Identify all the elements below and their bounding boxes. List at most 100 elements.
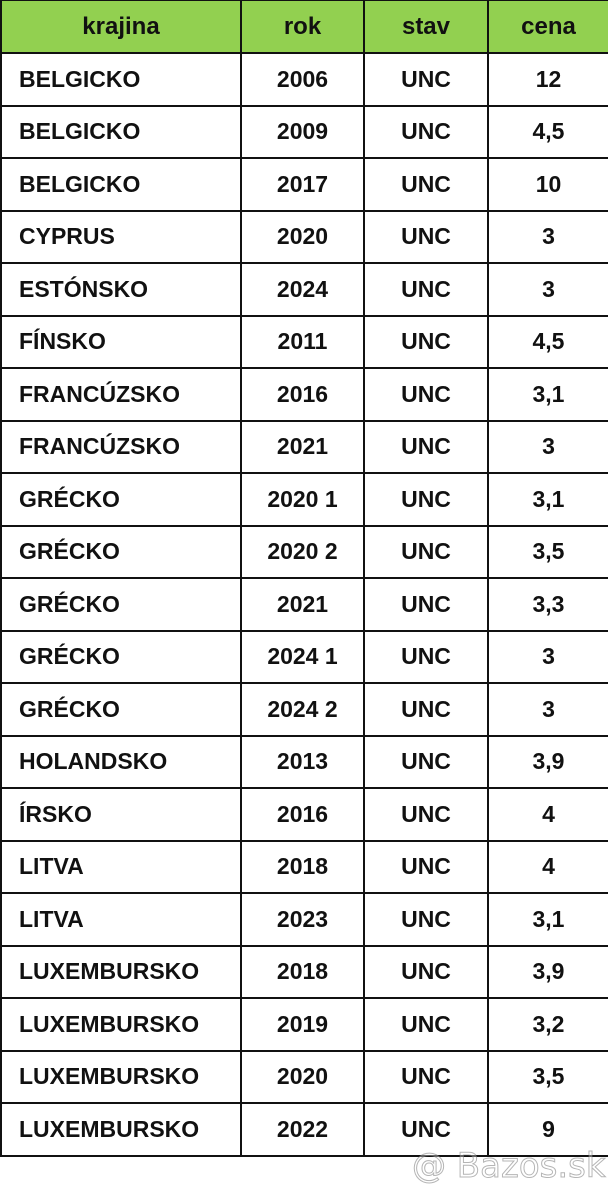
cell-rok: 2006 — [240, 52, 365, 107]
cell-cena: 10 — [487, 157, 608, 212]
cell-krajina: BELGICKO — [0, 104, 242, 159]
cell-stav: UNC — [363, 262, 489, 317]
cell-cena: 4,5 — [487, 314, 608, 369]
cell-krajina: LUXEMBURSKO — [0, 1049, 242, 1104]
table-row: ÍRSKO 2016 UNC 4 — [0, 787, 608, 842]
table-row: LITVA 2023 UNC 3,1 — [0, 892, 608, 947]
cell-krajina: FRANCÚZSKO — [0, 367, 242, 422]
cell-cena: 3,9 — [487, 944, 608, 999]
cell-cena: 3,2 — [487, 997, 608, 1052]
cell-stav: UNC — [363, 314, 489, 369]
cell-cena: 3,9 — [487, 734, 608, 789]
cell-rok: 2024 2 — [240, 682, 365, 737]
cell-cena: 3 — [487, 629, 608, 684]
cell-rok: 2009 — [240, 104, 365, 159]
cell-cena: 3,5 — [487, 1049, 608, 1104]
cell-rok: 2019 — [240, 997, 365, 1052]
cell-cena: 3,3 — [487, 577, 608, 632]
header-cena: cena — [487, 0, 608, 54]
table-row: CYPRUS 2020 UNC 3 — [0, 209, 608, 264]
cell-cena: 3,1 — [487, 892, 608, 947]
table-row: BELGICKO 2017 UNC 10 — [0, 157, 608, 212]
table-row: GRÉCKO 2024 1 UNC 3 — [0, 629, 608, 684]
table-row: BELGICKO 2006 UNC 12 — [0, 52, 608, 107]
cell-cena: 12 — [487, 52, 608, 107]
cell-krajina: ESTÓNSKO — [0, 262, 242, 317]
cell-krajina: CYPRUS — [0, 209, 242, 264]
cell-krajina: FRANCÚZSKO — [0, 419, 242, 474]
header-rok: rok — [240, 0, 365, 54]
cell-krajina: BELGICKO — [0, 52, 242, 107]
cell-krajina: LUXEMBURSKO — [0, 997, 242, 1052]
cell-krajina: LITVA — [0, 892, 242, 947]
cell-rok: 2016 — [240, 787, 365, 842]
cell-stav: UNC — [363, 209, 489, 264]
cell-stav: UNC — [363, 944, 489, 999]
cell-stav: UNC — [363, 524, 489, 579]
cell-rok: 2016 — [240, 367, 365, 422]
cell-cena: 3 — [487, 262, 608, 317]
cell-stav: UNC — [363, 472, 489, 527]
cell-rok: 2020 2 — [240, 524, 365, 579]
cell-cena: 3,5 — [487, 524, 608, 579]
cell-stav: UNC — [363, 629, 489, 684]
cell-krajina: LUXEMBURSKO — [0, 1102, 242, 1157]
cell-stav: UNC — [363, 104, 489, 159]
cell-rok: 2017 — [240, 157, 365, 212]
cell-cena: 4,5 — [487, 104, 608, 159]
cell-stav: UNC — [363, 419, 489, 474]
table-row: GRÉCKO 2021 UNC 3,3 — [0, 577, 608, 632]
cell-stav: UNC — [363, 787, 489, 842]
cell-krajina: BELGICKO — [0, 157, 242, 212]
cell-rok: 2011 — [240, 314, 365, 369]
table-row: GRÉCKO 2020 2 UNC 3,5 — [0, 524, 608, 579]
header-row: krajina rok stav cena — [0, 0, 608, 54]
cell-stav: UNC — [363, 997, 489, 1052]
cell-rok: 2024 — [240, 262, 365, 317]
cell-krajina: GRÉCKO — [0, 524, 242, 579]
cell-stav: UNC — [363, 52, 489, 107]
table-row: LUXEMBURSKO 2022 UNC 9 — [0, 1102, 608, 1157]
cell-stav: UNC — [363, 734, 489, 789]
cell-krajina: ÍRSKO — [0, 787, 242, 842]
cell-cena: 4 — [487, 839, 608, 894]
cell-krajina: GRÉCKO — [0, 682, 242, 737]
table-row: HOLANDSKO 2013 UNC 3,9 — [0, 734, 608, 789]
cell-stav: UNC — [363, 577, 489, 632]
cell-krajina: LITVA — [0, 839, 242, 894]
cell-stav: UNC — [363, 1102, 489, 1157]
cell-rok: 2021 — [240, 419, 365, 474]
cell-stav: UNC — [363, 157, 489, 212]
cell-cena: 3,1 — [487, 472, 608, 527]
table-row: GRÉCKO 2024 2 UNC 3 — [0, 682, 608, 737]
cell-krajina: HOLANDSKO — [0, 734, 242, 789]
coin-price-table: krajina rok stav cena BELGICKO 2006 UNC 12 B… — [0, 0, 608, 1157]
cell-rok: 2022 — [240, 1102, 365, 1157]
cell-rok: 2018 — [240, 839, 365, 894]
cell-stav: UNC — [363, 892, 489, 947]
cell-krajina: GRÉCKO — [0, 629, 242, 684]
cell-cena: 3 — [487, 682, 608, 737]
cell-rok: 2020 — [240, 1049, 365, 1104]
cell-rok: 2024 1 — [240, 629, 365, 684]
cell-krajina: GRÉCKO — [0, 577, 242, 632]
table-row: LUXEMBURSKO 2018 UNC 3,9 — [0, 944, 608, 999]
cell-krajina: GRÉCKO — [0, 472, 242, 527]
cell-rok: 2023 — [240, 892, 365, 947]
cell-cena: 4 — [487, 787, 608, 842]
cell-cena: 3 — [487, 419, 608, 474]
cell-rok: 2020 1 — [240, 472, 365, 527]
cell-rok: 2013 — [240, 734, 365, 789]
cell-stav: UNC — [363, 367, 489, 422]
table-row: LITVA 2018 UNC 4 — [0, 839, 608, 894]
header-krajina: krajina — [0, 0, 242, 54]
table-row: LUXEMBURSKO 2020 UNC 3,5 — [0, 1049, 608, 1104]
cell-krajina: LUXEMBURSKO — [0, 944, 242, 999]
cell-krajina: FÍNSKO — [0, 314, 242, 369]
cell-rok: 2020 — [240, 209, 365, 264]
table-row: BELGICKO 2009 UNC 4,5 — [0, 104, 608, 159]
table-row: GRÉCKO 2020 1 UNC 3,1 — [0, 472, 608, 527]
table-row: FRANCÚZSKO 2021 UNC 3 — [0, 419, 608, 474]
cell-cena: 3 — [487, 209, 608, 264]
cell-rok: 2021 — [240, 577, 365, 632]
